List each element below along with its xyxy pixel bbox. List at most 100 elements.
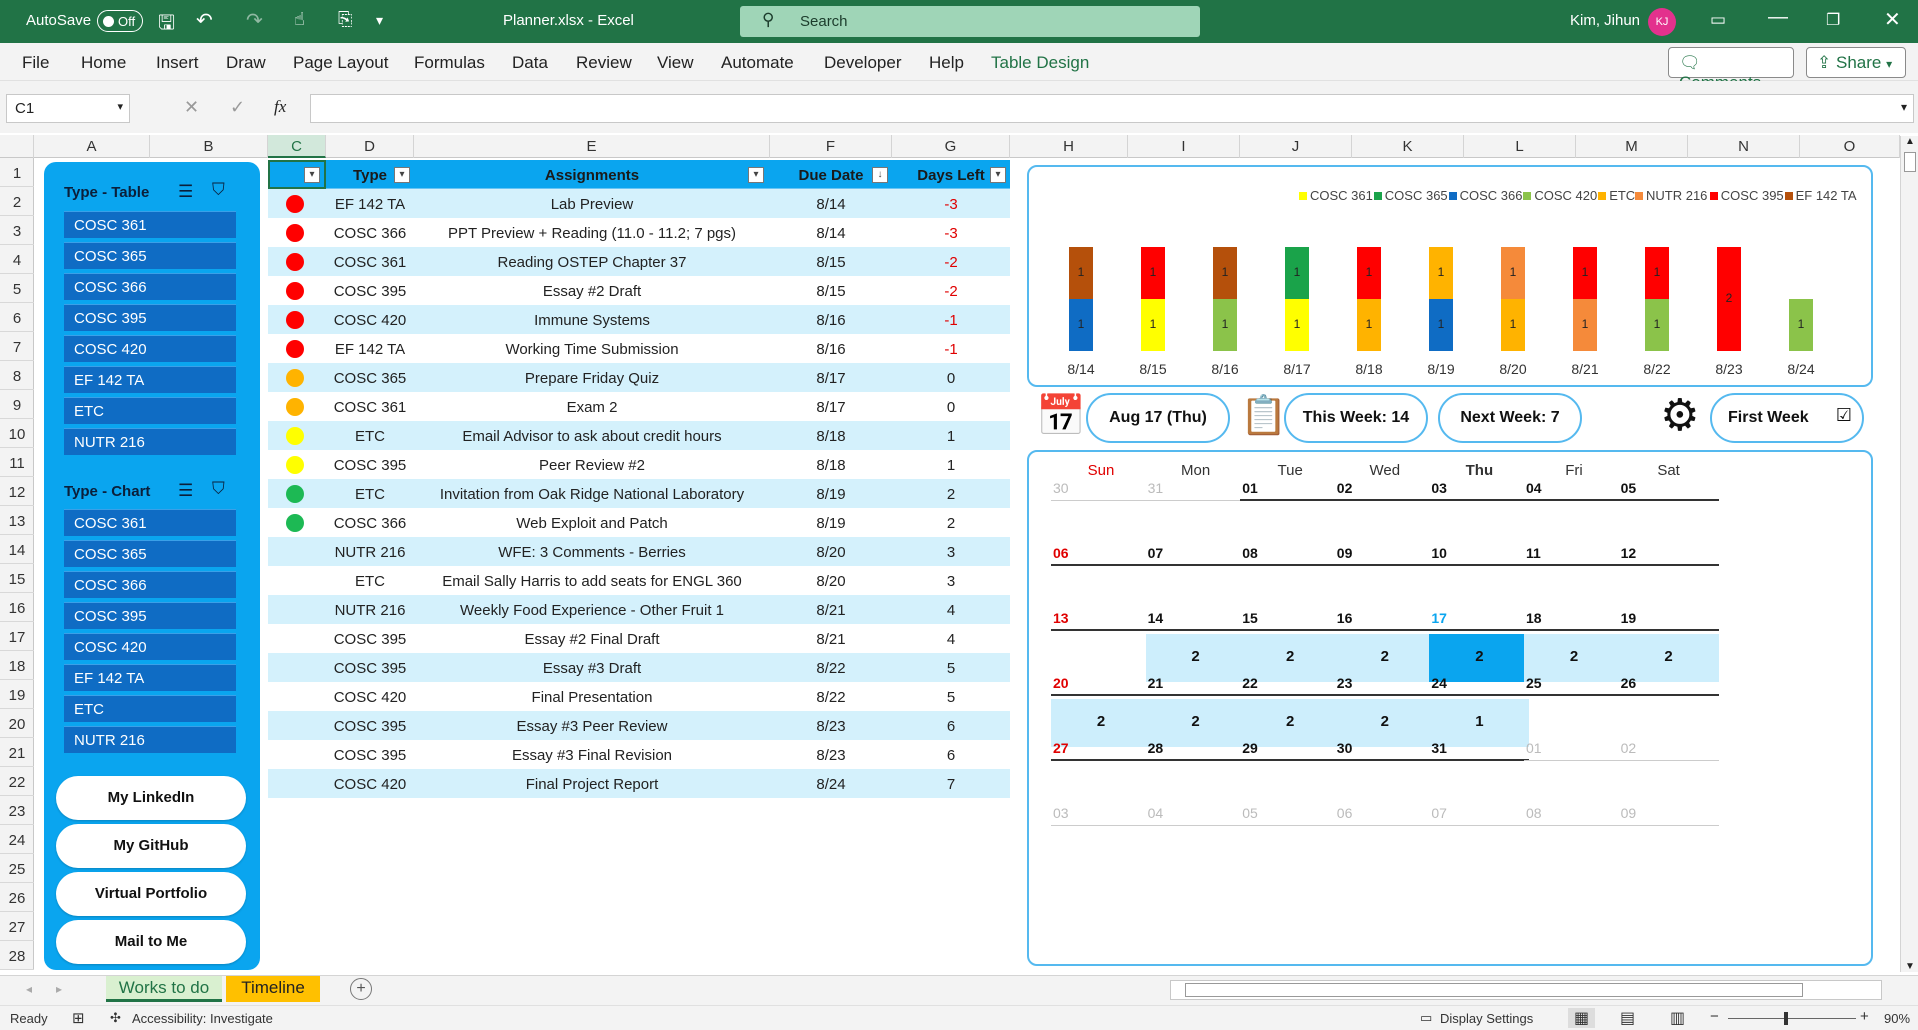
row-header[interactable]: 10: [0, 419, 34, 448]
display-settings[interactable]: Display Settings: [1440, 1011, 1534, 1026]
cell-type[interactable]: ETC: [355, 573, 385, 590]
row-header[interactable]: 12: [0, 477, 34, 506]
cell-due-date[interactable]: 8/22: [816, 689, 846, 706]
calendar-day[interactable]: 30: [1334, 740, 1435, 761]
ribbon-display-icon[interactable]: ▭: [1710, 10, 1727, 29]
bar-segment[interactable]: [1717, 247, 1741, 351]
formula-input[interactable]: ▾: [310, 94, 1914, 123]
macro-icon[interactable]: ⊞: [72, 1010, 85, 1027]
bar-segment[interactable]: [1501, 299, 1525, 351]
bar-segment[interactable]: [1645, 299, 1669, 351]
calendar-day[interactable]: 02: [1334, 480, 1435, 501]
sheet-tab-timeline[interactable]: Timeline: [226, 976, 320, 1002]
display-settings-icon[interactable]: ▭: [1420, 1010, 1433, 1025]
tab-draw[interactable]: Draw: [226, 53, 266, 72]
save-icon[interactable]: 🖫: [158, 12, 176, 34]
column-header[interactable]: A: [34, 135, 150, 158]
bar-segment[interactable]: [1573, 299, 1597, 351]
calendar-day[interactable]: 10: [1429, 545, 1530, 566]
cell-type[interactable]: COSC 420: [333, 689, 407, 706]
row-header[interactable]: 13: [0, 506, 34, 535]
cell-days-left[interactable]: 3: [946, 544, 956, 561]
slicer-item[interactable]: ETC: [64, 695, 236, 722]
scroll-down-icon[interactable]: ▼: [1905, 961, 1915, 972]
zoom-level[interactable]: 90%: [1884, 1011, 1911, 1026]
row-header[interactable]: 24: [0, 825, 34, 854]
tab-formulas[interactable]: Formulas: [414, 53, 485, 72]
touch-mode-icon[interactable]: ☝: [294, 9, 305, 29]
cell-days-left[interactable]: 1: [946, 457, 956, 474]
table-row[interactable]: COSC 395 Essay #2 Draft 8/15 -2: [268, 276, 1010, 305]
cell-due-date[interactable]: 8/16: [816, 312, 846, 329]
row-header[interactable]: 27: [0, 912, 34, 941]
row-header[interactable]: 25: [0, 854, 34, 883]
cell-type[interactable]: COSC 361: [333, 399, 407, 416]
cell-type[interactable]: COSC 395: [333, 631, 407, 648]
cell-days-left[interactable]: 2: [946, 515, 956, 532]
tab-developer[interactable]: Developer: [824, 53, 902, 72]
calendar-day[interactable]: 02: [1618, 740, 1719, 761]
first-week-checkbox[interactable]: ☑: [1835, 405, 1852, 425]
cell-due-date[interactable]: 8/16: [816, 341, 846, 358]
row-header[interactable]: 18: [0, 651, 34, 680]
row-header[interactable]: 5: [0, 274, 34, 303]
cell-days-left[interactable]: 2: [946, 486, 956, 503]
bar-segment[interactable]: [1213, 247, 1237, 299]
slicer-item[interactable]: EF 142 TA: [64, 664, 236, 691]
row-header[interactable]: 19: [0, 680, 34, 709]
column-header[interactable]: J: [1240, 135, 1352, 158]
calendar-day[interactable]: 14: [1145, 610, 1246, 631]
slicer-item[interactable]: COSC 361: [64, 509, 236, 536]
first-week-toggle[interactable]: First Week ☑: [1710, 393, 1864, 443]
tab-help[interactable]: Help: [929, 53, 964, 72]
cell-due-date[interactable]: 8/15: [816, 254, 846, 271]
table-row[interactable]: COSC 361 Reading OSTEP Chapter 37 8/15 -2: [268, 247, 1010, 276]
calendar-day[interactable]: 22: [1240, 675, 1341, 696]
calendar-day[interactable]: 01: [1240, 480, 1341, 501]
clear-filter-icon[interactable]: ⛉: [212, 180, 225, 199]
slicer-item[interactable]: COSC 366: [64, 273, 236, 300]
cell-assignment[interactable]: Final Project Report: [525, 776, 659, 793]
table-row[interactable]: ETC Email Advisor to ask about credit hou…: [268, 421, 1010, 450]
slicer-item[interactable]: NUTR 216: [64, 428, 236, 455]
cell-days-left[interactable]: -3: [944, 225, 958, 242]
tab-insert[interactable]: Insert: [156, 53, 199, 72]
row-header[interactable]: 14: [0, 535, 34, 564]
cell-type[interactable]: COSC 395: [333, 660, 407, 677]
user-name[interactable]: Kim, Jihun: [1570, 12, 1641, 29]
cell-days-left[interactable]: 0: [946, 370, 956, 387]
bar-segment[interactable]: [1645, 247, 1669, 299]
table-row[interactable]: COSC 366 Web Exploit and Patch 8/19 2: [268, 508, 1010, 537]
cell-days-left[interactable]: -2: [944, 283, 958, 300]
tab-automate[interactable]: Automate: [721, 53, 794, 72]
cell-assignment[interactable]: Working Time Submission: [505, 341, 679, 358]
table-row[interactable]: NUTR 216 Weekly Food Experience - Other F…: [268, 595, 1010, 624]
column-header[interactable]: L: [1464, 135, 1576, 158]
cell-days-left[interactable]: -3: [944, 196, 958, 213]
tab-home[interactable]: Home: [81, 53, 127, 72]
accessibility-icon[interactable]: ✣: [110, 1010, 121, 1025]
cell-assignment[interactable]: Essay #3 Draft: [542, 660, 642, 677]
cell-type[interactable]: NUTR 216: [334, 544, 406, 561]
cell-due-date[interactable]: 8/20: [816, 544, 846, 561]
calendar-day[interactable]: 27: [1051, 740, 1151, 761]
row-header[interactable]: 23: [0, 796, 34, 825]
tab-page-layout[interactable]: Page Layout: [293, 53, 389, 72]
slicer-item[interactable]: COSC 365: [64, 242, 236, 269]
cell-due-date[interactable]: 8/23: [816, 718, 846, 735]
avatar[interactable]: KJ: [1648, 8, 1676, 36]
calendar-day[interactable]: 24: [1429, 675, 1530, 696]
add-sheet-icon[interactable]: +: [350, 978, 372, 1000]
cell-type[interactable]: COSC 420: [333, 312, 407, 329]
bar-segment[interactable]: [1501, 247, 1525, 299]
bar-segment[interactable]: [1069, 247, 1093, 299]
bar-segment[interactable]: [1213, 299, 1237, 351]
calendar-day[interactable]: 03: [1051, 805, 1151, 826]
row-header[interactable]: 17: [0, 622, 34, 651]
bar-segment[interactable]: [1141, 247, 1165, 299]
calendar-day[interactable]: 31: [1145, 480, 1246, 501]
cell-assignment[interactable]: Invitation from Oak Ridge National Labor…: [439, 486, 745, 503]
row-header[interactable]: 26: [0, 883, 34, 912]
cell-type[interactable]: COSC 395: [333, 718, 407, 735]
undo-icon[interactable]: ↶: [196, 10, 213, 32]
